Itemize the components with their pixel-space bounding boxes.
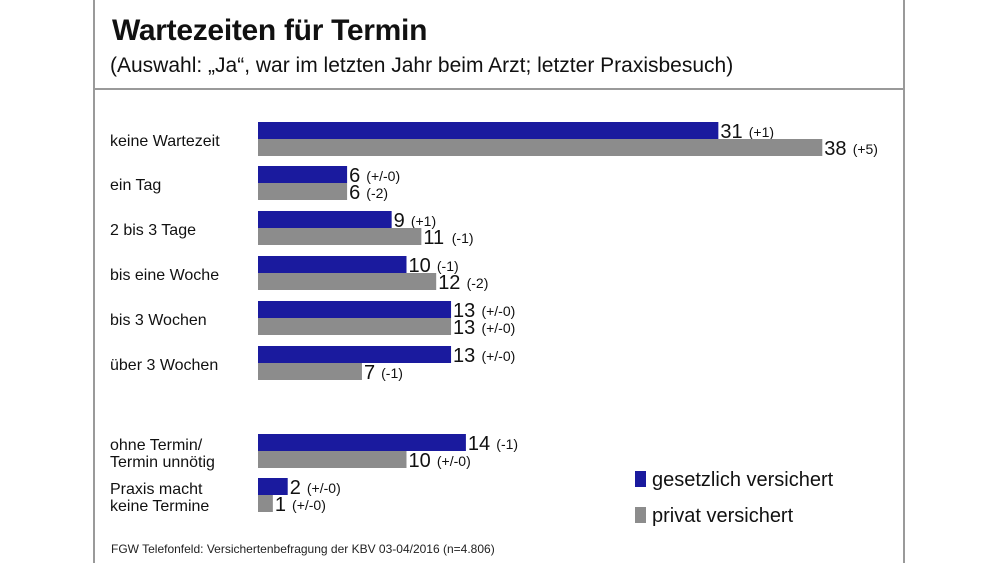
bar-gesetzlich: [258, 346, 452, 363]
data-label-change: (-1): [452, 230, 474, 246]
category-label: über 3 Wochen: [110, 357, 218, 374]
data-label-value: 6: [349, 182, 360, 204]
data-label-change: (-1): [381, 365, 403, 381]
category-label: keine Wartezeit: [110, 133, 220, 150]
data-label-change: (+1): [749, 124, 774, 140]
data-label-value: 12: [438, 272, 460, 294]
bar-gesetzlich: [258, 478, 288, 495]
data-label-value: 2: [290, 477, 301, 499]
bar-privat: [258, 273, 437, 290]
chart-subtitle: (Auswahl: „Ja“, war im letzten Jahr beim…: [110, 54, 734, 77]
data-label-value: 31: [720, 121, 742, 143]
legend-swatch-privat: [635, 507, 646, 523]
data-label-change: (+/-0): [481, 320, 515, 336]
data-label-value: 38: [824, 138, 846, 160]
bar-privat: [258, 451, 407, 468]
source-note: FGW Telefonfeld: Versichertenbefragung d…: [111, 542, 495, 556]
chart-frame: Wartezeiten für Termin (Auswahl: „Ja“, w…: [93, 0, 905, 563]
data-label-value: 7: [364, 362, 375, 384]
category-label: ohne Termin/: [110, 437, 203, 454]
category-label: Termin unnötig: [110, 454, 215, 471]
data-label-change: (-2): [366, 185, 388, 201]
category-label: ein Tag: [110, 177, 161, 194]
legend-swatch-gesetzlich: [635, 471, 646, 487]
bar-privat: [258, 318, 452, 335]
data-label-change: (-1): [437, 258, 459, 274]
data-label-value: 13: [453, 345, 475, 367]
bar-gesetzlich: [258, 166, 348, 183]
data-label-value: 6: [349, 165, 360, 187]
chart-title: Wartezeiten für Termin: [112, 14, 428, 47]
category-label: bis eine Woche: [110, 267, 219, 284]
data-label-value: 10: [409, 255, 431, 277]
category-label: Praxis macht: [110, 481, 203, 498]
bar-gesetzlich: [258, 256, 407, 273]
bar-gesetzlich: [258, 434, 466, 451]
data-label-change: (+/-0): [307, 480, 341, 496]
title-divider: [95, 88, 903, 90]
data-label-value: 14: [468, 433, 490, 455]
data-label-value: 11: [423, 227, 444, 249]
data-label-value: 13: [453, 317, 475, 339]
bar-gesetzlich: [258, 301, 452, 318]
bar-gesetzlich: [258, 211, 392, 228]
category-label: keine Termine: [110, 498, 209, 515]
data-label-change: (+/-0): [481, 303, 515, 319]
data-label-change: (+5): [853, 141, 878, 157]
data-label-change: (+/-0): [366, 168, 400, 184]
data-label-value: 9: [394, 210, 405, 232]
legend-label-gesetzlich: gesetzlich versichert: [652, 469, 834, 491]
data-label-change: (+/-0): [437, 453, 471, 469]
bar-privat: [258, 228, 422, 245]
bar-privat: [258, 495, 273, 512]
data-label-value: 13: [453, 300, 475, 322]
data-label-change: (+/-0): [292, 497, 326, 513]
data-label-change: (-1): [496, 436, 518, 452]
data-label-change: (-2): [467, 275, 489, 291]
data-label-change: (+1): [411, 213, 436, 229]
data-label-value: 1: [275, 494, 286, 516]
bar-privat: [258, 363, 362, 380]
category-label: 2 bis 3 Tage: [110, 222, 196, 239]
category-label: bis 3 Wochen: [110, 312, 207, 329]
bar-chart: keine Wartezeit 31 (+1) 38 (+5) ein Tag 6 (+/-0…: [110, 121, 878, 527]
data-label-change: (+/-0): [481, 348, 515, 364]
data-label-value: 10: [409, 450, 431, 472]
bar-gesetzlich: [258, 122, 719, 139]
bar-privat: [258, 183, 348, 200]
legend-label-privat: privat versichert: [652, 505, 794, 527]
bar-privat: [258, 139, 823, 156]
